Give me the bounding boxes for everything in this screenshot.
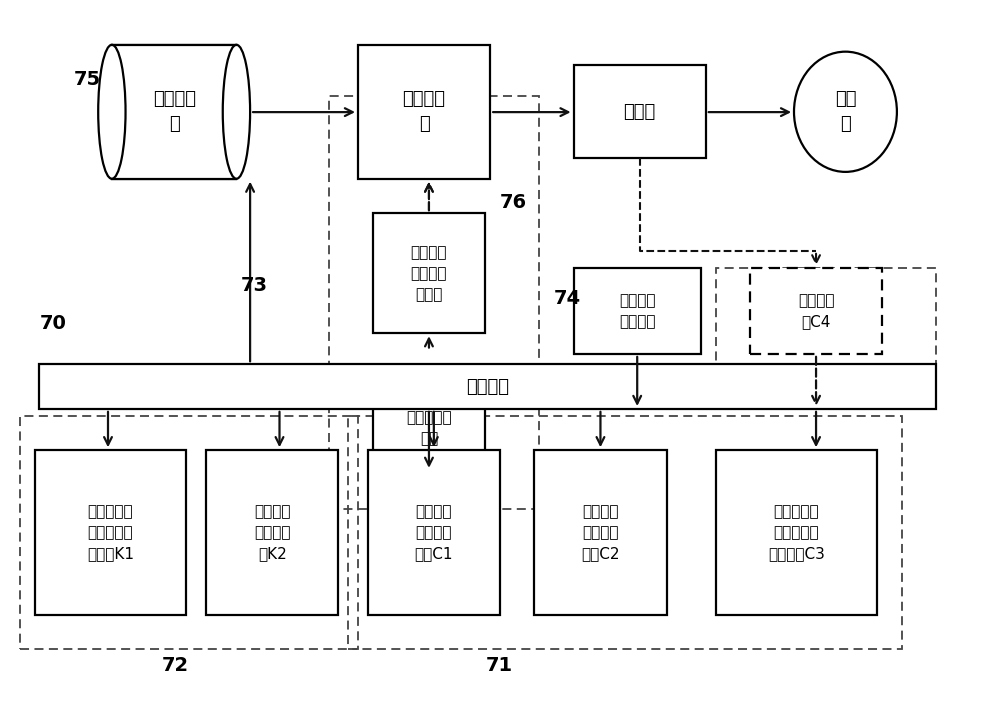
Bar [574, 65, 706, 158]
Bar [716, 450, 877, 615]
Bar [716, 268, 936, 409]
Text: 驱动桥: 驱动桥 [624, 103, 656, 121]
Text: 档位及故
障显示器: 档位及故 障显示器 [619, 293, 655, 329]
Bar [112, 45, 174, 179]
Text: 换挡执行
机构（离
合器）: 换挡执行 机构（离 合器） [411, 245, 447, 301]
Bar [328, 96, 539, 508]
Bar [373, 385, 485, 471]
Text: 变速箱模
块: 变速箱模 块 [403, 90, 446, 133]
Text: 76: 76 [500, 193, 527, 212]
Text: 74: 74 [554, 290, 581, 308]
Ellipse shape [98, 45, 126, 179]
Text: 控制单元: 控制单元 [466, 378, 509, 395]
Text: 75: 75 [74, 69, 101, 88]
Text: 72: 72 [162, 655, 189, 674]
Text: 70: 70 [39, 313, 66, 332]
Bar [750, 268, 882, 354]
Text: 制动踏板
的位置传
感器C1: 制动踏板 的位置传 感器C1 [415, 504, 453, 561]
Bar [373, 213, 485, 333]
Text: 71: 71 [485, 655, 512, 674]
Text: 加速踏板
的位置传
感器C2: 加速踏板 的位置传 感器C2 [581, 504, 620, 561]
Bar [574, 268, 701, 354]
Text: 手动及自动
档挡位的选
择开关K1: 手动及自动 档挡位的选 择开关K1 [87, 504, 134, 561]
Text: 73: 73 [240, 275, 267, 294]
Ellipse shape [794, 52, 897, 172]
Bar [534, 450, 667, 615]
Bar [20, 416, 358, 649]
Text: 驱动
轮: 驱动 轮 [835, 90, 856, 133]
Bar [348, 416, 902, 649]
Text: 双电机模
块: 双电机模 块 [153, 90, 196, 133]
Text: 爬坡时检测
爬坡度的角
度传感器C3: 爬坡时检测 爬坡度的角 度传感器C3 [768, 504, 825, 561]
Text: 行驶模式
的选择开
关K2: 行驶模式 的选择开 关K2 [254, 504, 290, 561]
Bar [358, 45, 490, 179]
Bar [368, 450, 500, 615]
Bar [39, 365, 936, 409]
Bar [206, 450, 338, 615]
Text: 车速传感
器C4: 车速传感 器C4 [798, 293, 834, 329]
Bar [174, 45, 236, 179]
Bar [112, 45, 236, 179]
Text: 高速电磁换
向阀: 高速电磁换 向阀 [406, 410, 452, 446]
Ellipse shape [223, 45, 250, 179]
Bar [34, 450, 186, 615]
